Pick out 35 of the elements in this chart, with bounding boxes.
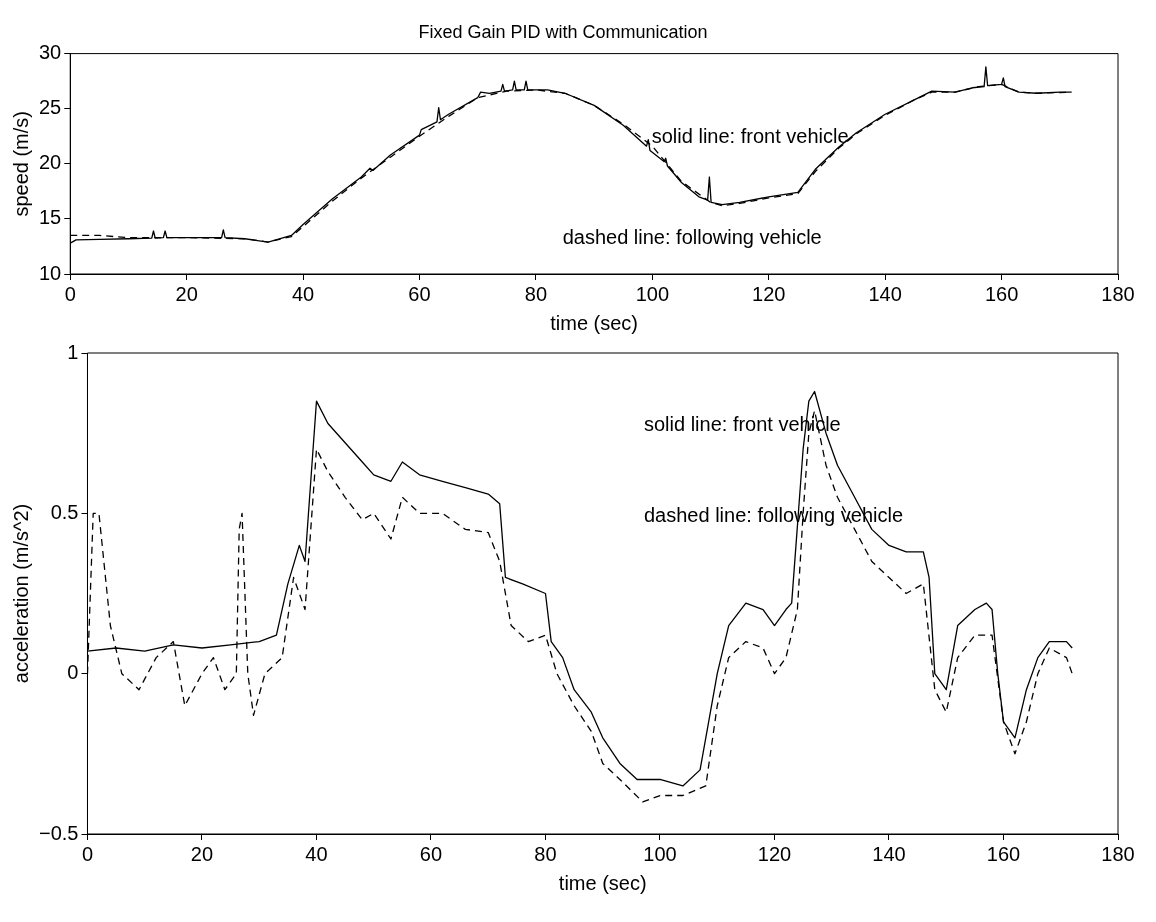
x-tick-label: 60 xyxy=(419,842,443,865)
x-tick-label: 140 xyxy=(868,282,902,305)
x-tick-label: 80 xyxy=(534,842,557,865)
y-tick-label: 20 xyxy=(39,151,62,174)
y-tick-label: −0.5 xyxy=(39,821,79,844)
y-tick-label: 10 xyxy=(39,261,62,284)
x-tick-label: 40 xyxy=(305,842,328,865)
x-tick-label: 140 xyxy=(872,842,906,865)
chart-title: Fixed Gain PID with Communication xyxy=(418,21,708,42)
x-axis-title: time (sec) xyxy=(550,311,639,334)
x-tick-label: 20 xyxy=(175,282,198,305)
x-tick-label: 100 xyxy=(643,842,677,865)
x-tick-label: 80 xyxy=(524,282,548,305)
x-tick-label: 180 xyxy=(1101,842,1135,865)
y-axis-title: speed (m/s) xyxy=(9,111,32,217)
x-tick-label: 160 xyxy=(984,282,1019,305)
x-tick-label: 160 xyxy=(986,842,1021,865)
x-tick-label: 60 xyxy=(408,282,431,305)
y-axis-title: acceleration (m/s^2) xyxy=(9,503,32,684)
y-tick-label: 30 xyxy=(39,41,62,64)
x-tick-label: 120 xyxy=(752,282,786,305)
y-tick-label: 1 xyxy=(67,340,79,363)
y-tick-label: 0.5 xyxy=(50,500,79,523)
y-tick-label: 0 xyxy=(67,661,79,684)
x-tick-label: 180 xyxy=(1101,282,1135,305)
x-tick-label: 40 xyxy=(291,282,315,305)
x-tick-label: 120 xyxy=(757,842,792,865)
annotation: dashed line: following vehicle xyxy=(562,226,822,249)
y-tick-label: 15 xyxy=(39,206,62,229)
x-tick-label: 100 xyxy=(635,282,670,305)
y-tick-label: 25 xyxy=(39,96,62,119)
x-axis-title: time (sec) xyxy=(558,871,647,894)
x-tick-label: 0 xyxy=(81,842,94,865)
annotation: solid line: front vehicle xyxy=(651,124,849,147)
x-tick-label: 20 xyxy=(190,842,214,865)
